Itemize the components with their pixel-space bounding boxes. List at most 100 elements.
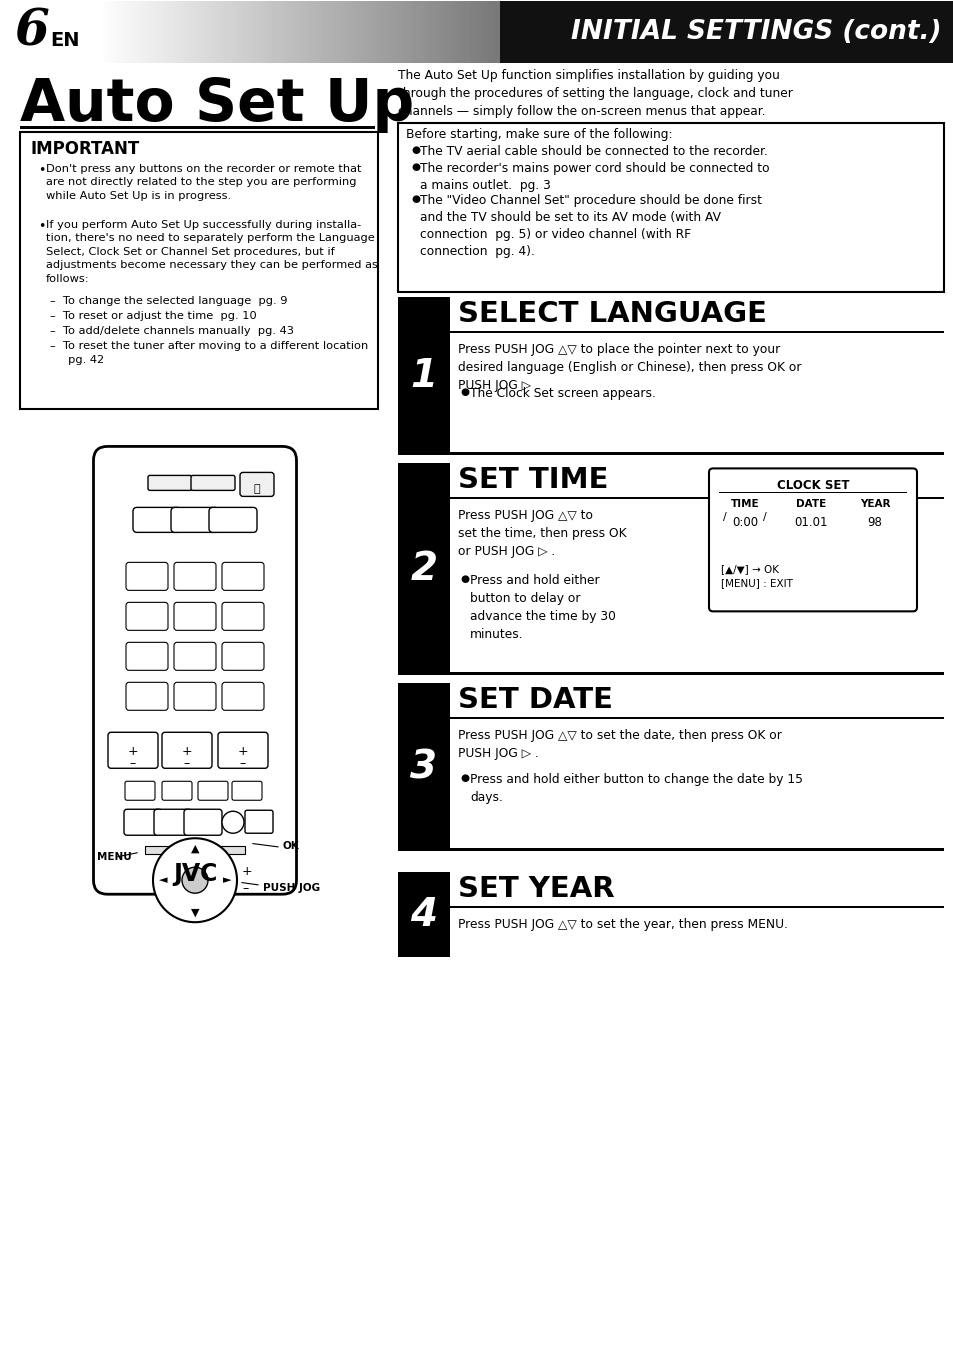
FancyBboxPatch shape — [126, 683, 168, 711]
Text: •: • — [38, 220, 46, 232]
Text: +: + — [242, 865, 253, 878]
Text: +: + — [128, 745, 138, 758]
Text: If you perform Auto Set Up successfully during installa-
tion, there's no need t: If you perform Auto Set Up successfully … — [46, 220, 377, 283]
FancyBboxPatch shape — [173, 603, 215, 630]
Text: ●: ● — [459, 773, 469, 784]
Text: 01.01: 01.01 — [794, 517, 827, 529]
Text: –: – — [184, 757, 190, 770]
Bar — [20, 125, 375, 128]
Text: MENU: MENU — [97, 853, 132, 862]
FancyBboxPatch shape — [93, 447, 296, 894]
FancyBboxPatch shape — [240, 472, 274, 496]
Text: ●: ● — [459, 387, 469, 398]
Bar — [20, 132, 377, 410]
FancyBboxPatch shape — [173, 563, 215, 591]
Text: JVC: JVC — [172, 862, 217, 886]
FancyBboxPatch shape — [222, 603, 264, 630]
Text: SET TIME: SET TIME — [457, 467, 608, 495]
Text: The Clock Set screen appears.: The Clock Set screen appears. — [470, 387, 656, 401]
FancyBboxPatch shape — [108, 733, 158, 769]
Text: The recorder's mains power cord should be connected to
a mains outlet.  pg. 3: The recorder's mains power cord should b… — [419, 162, 769, 192]
Text: –: – — [130, 757, 136, 770]
Text: OK: OK — [283, 842, 299, 851]
Text: TIME: TIME — [730, 499, 759, 510]
Text: –: – — [239, 757, 246, 770]
Text: /: / — [722, 513, 726, 522]
Text: ⏻: ⏻ — [253, 484, 260, 494]
Circle shape — [182, 867, 208, 893]
FancyBboxPatch shape — [191, 475, 234, 491]
Text: YEAR: YEAR — [859, 499, 889, 510]
FancyBboxPatch shape — [708, 468, 916, 611]
Text: 1: 1 — [410, 357, 437, 395]
Text: The "Video Channel Set" procedure should be done first
and the TV should be set : The "Video Channel Set" procedure should… — [419, 193, 761, 258]
Bar — [397, 672, 943, 676]
Bar — [397, 123, 943, 293]
Text: –: – — [242, 882, 248, 894]
FancyBboxPatch shape — [222, 642, 264, 670]
Bar — [397, 907, 943, 908]
Text: ▲: ▲ — [191, 843, 199, 853]
FancyBboxPatch shape — [173, 683, 215, 711]
Circle shape — [152, 838, 236, 923]
Bar — [145, 846, 245, 854]
Text: SELECT LANGUAGE: SELECT LANGUAGE — [457, 301, 766, 329]
Text: ●: ● — [459, 575, 469, 584]
FancyBboxPatch shape — [198, 781, 228, 800]
Text: ●: ● — [411, 193, 419, 204]
Text: INITIAL SETTINGS (cont.): INITIAL SETTINGS (cont.) — [571, 19, 941, 45]
Text: /: / — [762, 513, 766, 522]
Text: The Auto Set Up function simplifies installation by guiding you
through the proc: The Auto Set Up function simplifies inst… — [397, 69, 792, 117]
Text: Press and hold either
button to delay or
advance the time by 30
minutes.: Press and hold either button to delay or… — [470, 575, 616, 641]
Bar — [397, 873, 450, 958]
Bar — [397, 298, 450, 456]
Text: Press PUSH JOG △▽ to set the year, then press MENU.: Press PUSH JOG △▽ to set the year, then … — [457, 919, 787, 931]
Text: Press PUSH JOG △▽ to
set the time, then press OK
or PUSH JOG ▷ .: Press PUSH JOG △▽ to set the time, then … — [457, 510, 626, 558]
FancyBboxPatch shape — [125, 781, 154, 800]
Bar — [397, 332, 943, 333]
Circle shape — [222, 811, 244, 834]
Bar — [397, 849, 943, 851]
Text: 4: 4 — [410, 896, 437, 934]
Text: •: • — [38, 163, 46, 177]
Text: Before starting, make sure of the following:: Before starting, make sure of the follow… — [406, 128, 672, 140]
Text: –  To change the selected language  pg. 9: – To change the selected language pg. 9 — [50, 297, 287, 306]
FancyBboxPatch shape — [126, 563, 168, 591]
Text: SET YEAR: SET YEAR — [457, 876, 614, 904]
Text: CLOCK SET: CLOCK SET — [776, 479, 848, 492]
Text: ▼: ▼ — [191, 908, 199, 917]
Text: Auto Set Up: Auto Set Up — [20, 76, 414, 132]
FancyBboxPatch shape — [222, 683, 264, 711]
FancyBboxPatch shape — [162, 781, 192, 800]
Text: 0:00: 0:00 — [731, 517, 758, 529]
FancyBboxPatch shape — [222, 563, 264, 591]
Text: SET DATE: SET DATE — [457, 687, 613, 715]
Bar — [397, 498, 943, 499]
Text: +: + — [237, 745, 248, 758]
Text: –  To reset or adjust the time  pg. 10: – To reset or adjust the time pg. 10 — [50, 312, 256, 321]
Text: Press and hold either button to change the date by 15
days.: Press and hold either button to change t… — [470, 773, 802, 804]
FancyBboxPatch shape — [126, 642, 168, 670]
Text: Press PUSH JOG △▽ to place the pointer next to your
desired language (English or: Press PUSH JOG △▽ to place the pointer n… — [457, 344, 801, 393]
FancyBboxPatch shape — [245, 811, 273, 834]
Bar — [499, 0, 953, 62]
Text: Press PUSH JOG △▽ to set the date, then press OK or
PUSH JOG ▷ .: Press PUSH JOG △▽ to set the date, then … — [457, 730, 781, 761]
Text: –  To add/delete channels manually  pg. 43: – To add/delete channels manually pg. 43 — [50, 326, 294, 336]
Bar — [397, 684, 450, 851]
FancyBboxPatch shape — [218, 733, 268, 769]
Text: ●: ● — [411, 162, 419, 171]
Text: Don't press any buttons on the recorder or remote that
are not directly related : Don't press any buttons on the recorder … — [46, 163, 361, 201]
Bar — [397, 464, 450, 676]
FancyBboxPatch shape — [126, 603, 168, 630]
Text: [▲/▼] → OK: [▲/▼] → OK — [720, 564, 779, 575]
Text: 98: 98 — [866, 517, 882, 529]
Text: 2: 2 — [410, 550, 437, 588]
FancyBboxPatch shape — [153, 809, 192, 835]
Bar — [397, 718, 943, 719]
Text: ►: ► — [222, 876, 231, 885]
Text: PUSH JOG: PUSH JOG — [263, 884, 320, 893]
Text: ◄: ◄ — [158, 876, 167, 885]
Text: IMPORTANT: IMPORTANT — [30, 139, 139, 158]
Text: EN: EN — [50, 31, 79, 50]
FancyBboxPatch shape — [232, 781, 262, 800]
